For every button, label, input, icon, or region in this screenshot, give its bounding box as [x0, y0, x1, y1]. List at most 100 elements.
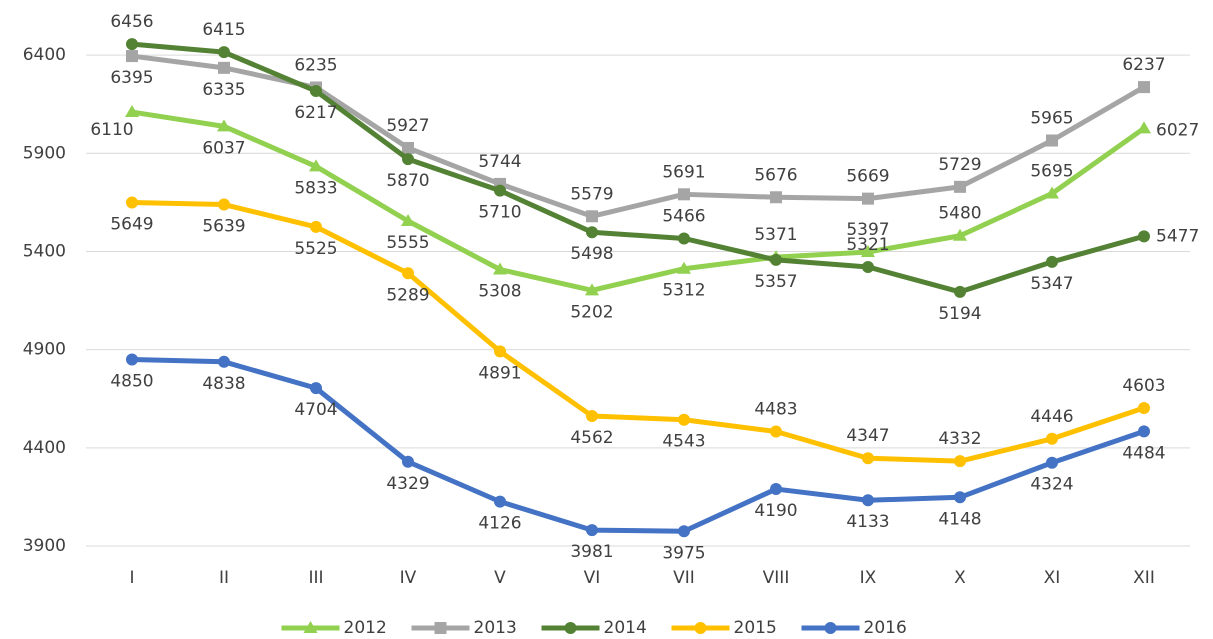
- data-point: [1045, 186, 1059, 199]
- data-point: [586, 524, 598, 537]
- data-point: [954, 180, 966, 193]
- data-label: 4704: [294, 400, 337, 420]
- data-point: [125, 105, 139, 118]
- data-point: [586, 410, 598, 423]
- data-label: 6110: [90, 120, 133, 140]
- data-point: [126, 353, 138, 366]
- data-point: [862, 452, 874, 465]
- data-point: [954, 455, 966, 468]
- legend-marker: [564, 622, 577, 634]
- x-tick-label: IX: [860, 568, 877, 588]
- data-point: [402, 455, 414, 468]
- data-point: [218, 198, 230, 211]
- x-tick-label: X: [954, 568, 966, 588]
- data-point: [493, 262, 507, 275]
- data-label: 5870: [386, 171, 429, 191]
- data-label: 4838: [202, 374, 245, 394]
- legend-marker: [303, 621, 318, 633]
- y-tick-label: 6400: [23, 45, 66, 65]
- data-point: [126, 196, 138, 209]
- data-label: 6037: [202, 138, 245, 158]
- data-label: 5498: [570, 244, 613, 264]
- data-label: 5397: [846, 220, 889, 240]
- data-label: 4347: [846, 426, 889, 446]
- data-point: [402, 153, 414, 166]
- data-label: 5371: [754, 225, 797, 245]
- data-label: 5691: [662, 162, 705, 182]
- data-label: 6027: [1156, 120, 1199, 140]
- x-tick-label: VIII: [763, 568, 790, 588]
- data-point: [218, 46, 230, 59]
- legend-label: 2014: [604, 618, 647, 638]
- legend-label: 2016: [864, 618, 907, 638]
- x-tick-label: I: [129, 568, 134, 588]
- data-point: [586, 226, 598, 239]
- data-label: 4543: [662, 432, 705, 452]
- data-point: [494, 495, 506, 508]
- y-tick-label: 4400: [23, 438, 66, 458]
- data-label: 5555: [386, 233, 429, 253]
- data-point: [494, 184, 506, 197]
- legend-label: 2015: [734, 618, 777, 638]
- data-label: 4332: [938, 429, 981, 449]
- data-label: 5669: [846, 167, 889, 187]
- data-point: [310, 382, 322, 395]
- x-tick-label: XII: [1133, 568, 1155, 588]
- legend-marker: [824, 622, 837, 634]
- series-line: [131, 41, 1145, 295]
- data-label: 5579: [570, 184, 613, 204]
- data-point: [494, 345, 506, 358]
- data-point: [678, 413, 690, 426]
- data-label: 5833: [294, 178, 337, 198]
- data-point: [953, 228, 967, 241]
- data-label: 6217: [294, 103, 337, 123]
- data-label: 4329: [386, 474, 429, 494]
- data-point: [1137, 121, 1151, 134]
- data-label: 5357: [754, 272, 797, 292]
- legend-label: 2012: [344, 618, 387, 638]
- data-point: [678, 188, 690, 201]
- y-tick-label: 3900: [23, 536, 66, 556]
- data-point: [310, 220, 322, 233]
- data-label: 4891: [478, 363, 521, 383]
- data-label: 5965: [1030, 109, 1073, 129]
- data-point: [1046, 134, 1058, 147]
- x-tick-label: XI: [1044, 568, 1061, 588]
- data-label: 5321: [846, 235, 889, 255]
- data-point: [770, 425, 782, 438]
- data-label: 5695: [1030, 162, 1073, 182]
- data-label: 5289: [386, 285, 429, 305]
- data-label: 4324: [1030, 475, 1073, 495]
- legend-label: 2013: [474, 618, 517, 638]
- data-label: 4133: [846, 512, 889, 532]
- data-point: [1138, 230, 1150, 243]
- data-label: 5202: [570, 302, 613, 322]
- data-point: [217, 119, 231, 132]
- data-point: [770, 191, 782, 204]
- data-label: 5676: [754, 165, 797, 185]
- data-point: [862, 260, 874, 273]
- data-label: 5927: [386, 116, 429, 136]
- data-point: [954, 491, 966, 504]
- data-label: 4446: [1030, 407, 1073, 427]
- legend-marker: [434, 622, 447, 634]
- data-point: [677, 261, 691, 274]
- x-tick-label: V: [494, 568, 506, 588]
- series-line: [131, 356, 1145, 534]
- data-label: 6456: [110, 12, 153, 32]
- data-point: [218, 355, 230, 368]
- data-point: [770, 253, 782, 266]
- y-tick-label: 5400: [23, 241, 66, 261]
- data-point: [861, 245, 875, 258]
- data-point: [402, 141, 414, 154]
- data-point: [770, 483, 782, 496]
- x-tick-label: VII: [673, 568, 695, 588]
- data-label: 6237: [1122, 55, 1165, 75]
- data-point: [1138, 401, 1150, 414]
- data-label: 5744: [478, 152, 521, 172]
- data-point: [862, 494, 874, 507]
- data-label: 5525: [294, 239, 337, 259]
- data-point: [1046, 456, 1058, 469]
- data-label: 6415: [202, 20, 245, 40]
